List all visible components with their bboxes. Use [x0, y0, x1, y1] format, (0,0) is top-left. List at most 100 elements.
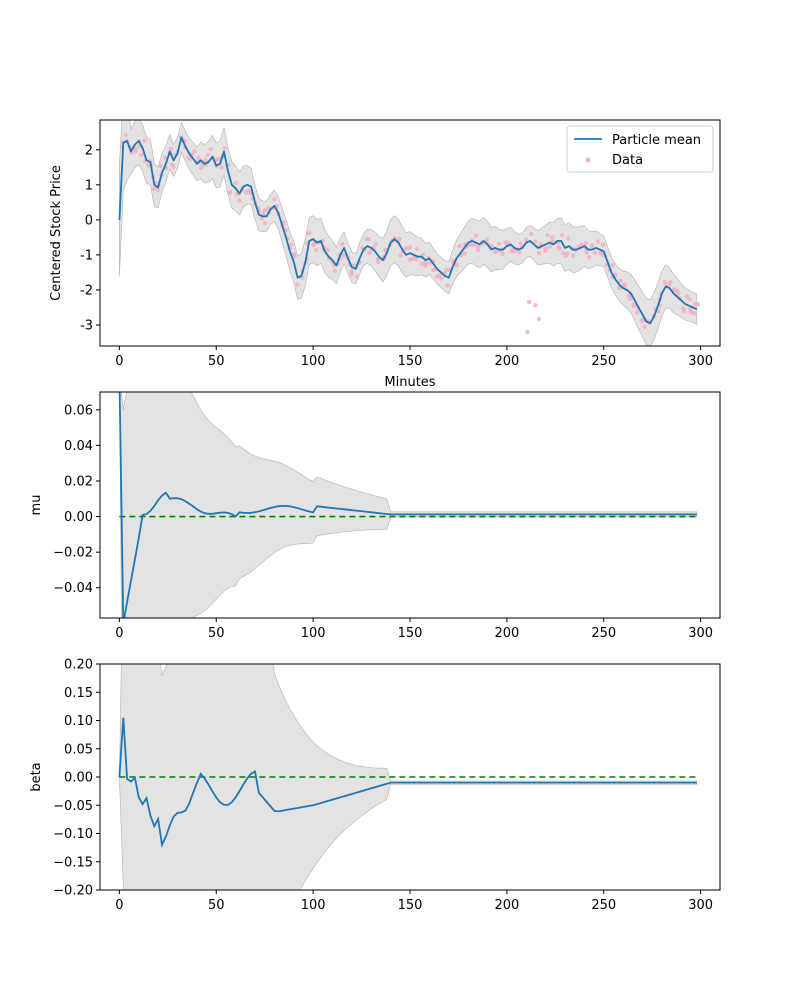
- data-point: [419, 261, 424, 266]
- data-point: [272, 197, 277, 202]
- data-point: [222, 146, 227, 151]
- data-point: [695, 302, 701, 307]
- data-point: [503, 240, 508, 245]
- y-axis-label: mu: [29, 495, 44, 516]
- data-point: [623, 283, 628, 288]
- data-point: [413, 256, 419, 262]
- x-tick-label: 200: [494, 898, 519, 913]
- data-point: [444, 267, 449, 273]
- x-tick-label: 50: [208, 354, 225, 369]
- data-point: [494, 249, 499, 254]
- data-point: [332, 268, 337, 273]
- data-point: [571, 253, 576, 258]
- data-point: [547, 244, 553, 249]
- x-tick-label: 200: [494, 626, 519, 641]
- data-point: [397, 236, 402, 241]
- data-point: [168, 146, 173, 152]
- data-point: [158, 163, 163, 168]
- data-point: [543, 246, 548, 251]
- data-point: [423, 261, 428, 266]
- y-tick-label: 2: [85, 143, 93, 158]
- data-point: [196, 155, 201, 161]
- data-point: [676, 291, 681, 296]
- data-point: [398, 253, 403, 258]
- data-point: [473, 233, 479, 238]
- data-point: [325, 248, 331, 253]
- x-tick-label: 150: [398, 354, 423, 369]
- uncertainty-band: [119, 664, 698, 890]
- plot-area: [118, 120, 701, 346]
- data-point: [592, 250, 598, 256]
- data-point: [559, 232, 565, 238]
- plot-area: [118, 392, 698, 618]
- data-point: [227, 190, 233, 195]
- data-point: [288, 242, 294, 248]
- x-tick-label: 50: [208, 898, 225, 913]
- data-point: [668, 280, 673, 285]
- data-point: [354, 274, 360, 279]
- data-point: [642, 324, 647, 329]
- data-point: [383, 247, 388, 253]
- data-point: [484, 237, 489, 242]
- chart-3: 0 50 100 150 200 250 300 −0.20 −0.15 −0.10 −0.05 0.…: [29, 658, 721, 913]
- x-tick-label: 150: [398, 898, 423, 913]
- data-point: [590, 243, 595, 248]
- data-point: [565, 236, 571, 241]
- y-tick-label: −0.02: [53, 546, 93, 561]
- particle-mean-line: [118, 136, 698, 325]
- data-point: [341, 253, 346, 258]
- y-tick-label: 0.02: [64, 474, 93, 489]
- legend-frame: [566, 125, 714, 173]
- y-tick-label: 0.06: [64, 403, 93, 418]
- data-point: [560, 250, 566, 256]
- y-tick-label: −0.20: [53, 884, 93, 899]
- data-point: [500, 251, 505, 257]
- data-point: [454, 263, 460, 268]
- data-point: [352, 263, 357, 268]
- data-point: [151, 186, 157, 192]
- data-point: [600, 242, 606, 247]
- x-axis-label: Minutes: [384, 375, 435, 390]
- data-point: [415, 246, 420, 252]
- data-point: [123, 132, 128, 138]
- x-tick-label: 250: [591, 354, 616, 369]
- data-point: [457, 243, 462, 249]
- data-point: [427, 260, 432, 266]
- data-point: [517, 250, 522, 255]
- data-point: [523, 237, 529, 242]
- data-point: [340, 241, 345, 247]
- data-point: [628, 296, 633, 302]
- y-tick-label: 1: [85, 178, 93, 193]
- data-point: [682, 308, 687, 314]
- y-tick-label: 0.20: [64, 658, 93, 673]
- data-point: [295, 282, 300, 287]
- data-point: [635, 310, 640, 315]
- data-point: [584, 250, 589, 255]
- x-tick-label: 250: [591, 898, 616, 913]
- data-point: [237, 198, 242, 203]
- data-point: [233, 180, 238, 186]
- mean-line: [118, 717, 697, 848]
- plot-area: [118, 664, 698, 890]
- data-point: [349, 272, 354, 277]
- x-tick-label: 100: [301, 898, 326, 913]
- data-point: [162, 155, 168, 160]
- y-tick-label: 0: [85, 213, 93, 228]
- y-tick-label: 0.00: [64, 771, 93, 786]
- data-point: [376, 259, 381, 265]
- data-point: [262, 208, 268, 213]
- data-point: [156, 188, 161, 193]
- x-tick-label: 0: [115, 354, 123, 369]
- y-tick-label: -3: [80, 318, 93, 333]
- legend-marker-swatch: [585, 157, 591, 163]
- y-axis-label: beta: [29, 762, 44, 791]
- data-point: [564, 251, 570, 256]
- data-point: [205, 152, 210, 157]
- data-point: [533, 303, 538, 308]
- x-tick-label: 300: [688, 898, 713, 913]
- x-tick-label: 300: [688, 626, 713, 641]
- data-point: [187, 156, 193, 162]
- data-point: [373, 241, 378, 247]
- data-point: [610, 262, 615, 267]
